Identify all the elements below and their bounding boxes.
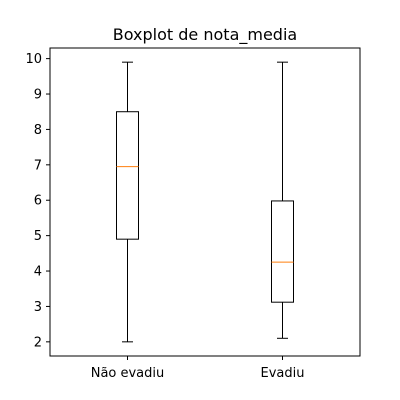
plot-area: 2 3 4 5 6 7 8 9 10 Não evadiu Evadiu <box>25 52 304 381</box>
y-tick-label: 5 <box>34 229 42 244</box>
y-tick-label: 6 <box>34 194 42 209</box>
y-tick-label: 4 <box>34 265 42 280</box>
chart-title: Boxplot de nota_media <box>113 25 297 45</box>
iqr-box <box>271 200 294 303</box>
x-tick-label: Não evadiu <box>91 366 165 381</box>
axes-frame <box>49 47 361 357</box>
y-tick-label: 8 <box>34 123 42 138</box>
y-tick-label: 10 <box>25 52 42 67</box>
iqr-box <box>116 111 139 240</box>
y-tick-label: 2 <box>34 335 42 350</box>
y-tick-label: 9 <box>34 88 42 103</box>
x-tick-label: Evadiu <box>261 366 305 381</box>
y-tick-label: 7 <box>34 158 42 173</box>
y-tick-label: 3 <box>34 300 42 315</box>
